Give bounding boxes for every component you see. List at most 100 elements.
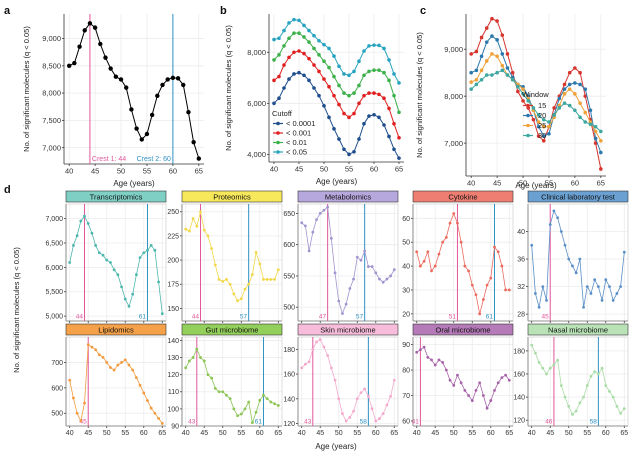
panel-frame — [297, 336, 399, 427]
data-point — [437, 252, 441, 256]
data-point — [112, 268, 116, 272]
x-tick-label: 55 — [143, 167, 151, 176]
x-tick-label: 65 — [158, 430, 166, 437]
data-point — [372, 68, 376, 72]
series-line-d-7 — [301, 338, 395, 422]
data-point — [392, 72, 396, 76]
data-point — [272, 101, 276, 106]
data-point — [578, 101, 582, 106]
data-point — [342, 72, 346, 76]
data-point — [536, 120, 541, 124]
data-point — [521, 92, 525, 96]
data-point — [578, 257, 582, 261]
data-point — [377, 92, 381, 97]
data-point — [611, 395, 615, 399]
panel-frame — [297, 203, 399, 322]
legend-label: < 0.01 — [286, 138, 307, 147]
panel-title: Transcriptomics — [90, 193, 143, 202]
panel-letter: c — [420, 5, 426, 17]
data-point — [347, 152, 351, 157]
data-point — [397, 110, 401, 115]
data-point — [92, 25, 98, 30]
data-point — [225, 393, 228, 397]
marker-label: 57 — [356, 314, 364, 321]
x-tick-label: 60 — [602, 430, 610, 437]
data-point — [262, 278, 265, 281]
panel-letter: d — [4, 184, 11, 196]
data-point — [534, 351, 537, 355]
data-point — [138, 383, 142, 387]
data-point — [352, 111, 356, 116]
data-point — [333, 271, 337, 275]
data-point — [90, 231, 94, 235]
marker-label: 41 — [412, 419, 420, 426]
data-point — [277, 74, 281, 79]
data-point — [363, 387, 367, 391]
data-point — [381, 280, 385, 284]
data-point — [196, 156, 202, 161]
data-point — [479, 77, 484, 82]
data-point — [134, 376, 138, 380]
data-point — [155, 93, 160, 99]
data-point — [116, 363, 120, 367]
x-tick-label: 60 — [487, 430, 495, 437]
data-point — [188, 229, 191, 233]
data-point — [94, 348, 98, 352]
data-point — [302, 35, 306, 39]
data-point — [311, 230, 315, 234]
data-point — [344, 302, 348, 306]
data-point — [389, 394, 392, 398]
x-tick-label: 60 — [256, 430, 264, 437]
data-point — [146, 399, 149, 402]
data-point — [332, 93, 336, 98]
data-point — [426, 355, 430, 359]
crest-label: Crest 1: 44 — [92, 156, 126, 163]
data-point — [87, 21, 93, 26]
series-line-d-2 — [301, 206, 395, 315]
data-point — [392, 147, 396, 152]
data-point — [307, 249, 311, 253]
y-tick-label: 160 — [513, 371, 525, 378]
data-point — [90, 345, 94, 349]
x-axis-label: Age (years) — [315, 442, 357, 451]
data-point — [322, 77, 326, 81]
data-point — [160, 82, 165, 88]
y-tick-label: 40 — [517, 229, 525, 236]
legend-label: 20 — [538, 111, 546, 120]
data-point — [326, 354, 330, 357]
data-point — [317, 93, 321, 98]
data-point — [547, 124, 551, 129]
x-tick-label: 40 — [270, 165, 278, 174]
data-point — [556, 216, 560, 220]
data-point — [367, 69, 371, 74]
data-point — [149, 244, 153, 247]
panel-header — [412, 190, 514, 203]
data-point — [79, 419, 83, 423]
data-point — [347, 93, 351, 98]
x-tick-label: 45 — [546, 430, 554, 437]
data-point — [567, 103, 572, 108]
data-point — [175, 76, 181, 81]
panel-header — [181, 323, 283, 336]
data-point — [562, 101, 567, 106]
y-tick-label: 225 — [167, 233, 179, 240]
data-point — [157, 280, 160, 284]
data-point — [510, 70, 515, 75]
x-tick-label: 50 — [450, 430, 458, 437]
data-point — [352, 277, 355, 281]
data-point — [191, 217, 195, 220]
data-point — [372, 91, 376, 95]
data-point — [500, 376, 504, 380]
legend-dot — [526, 103, 530, 108]
legend-label: 25 — [538, 121, 546, 130]
data-point — [430, 358, 433, 362]
data-point — [225, 278, 228, 281]
data-point — [521, 99, 525, 103]
data-point — [191, 356, 195, 359]
data-point — [113, 74, 119, 79]
data-point — [318, 211, 322, 215]
data-point — [232, 292, 236, 296]
data-point — [97, 353, 101, 357]
data-point — [337, 102, 341, 107]
y-tick-label: 180 — [283, 347, 295, 354]
